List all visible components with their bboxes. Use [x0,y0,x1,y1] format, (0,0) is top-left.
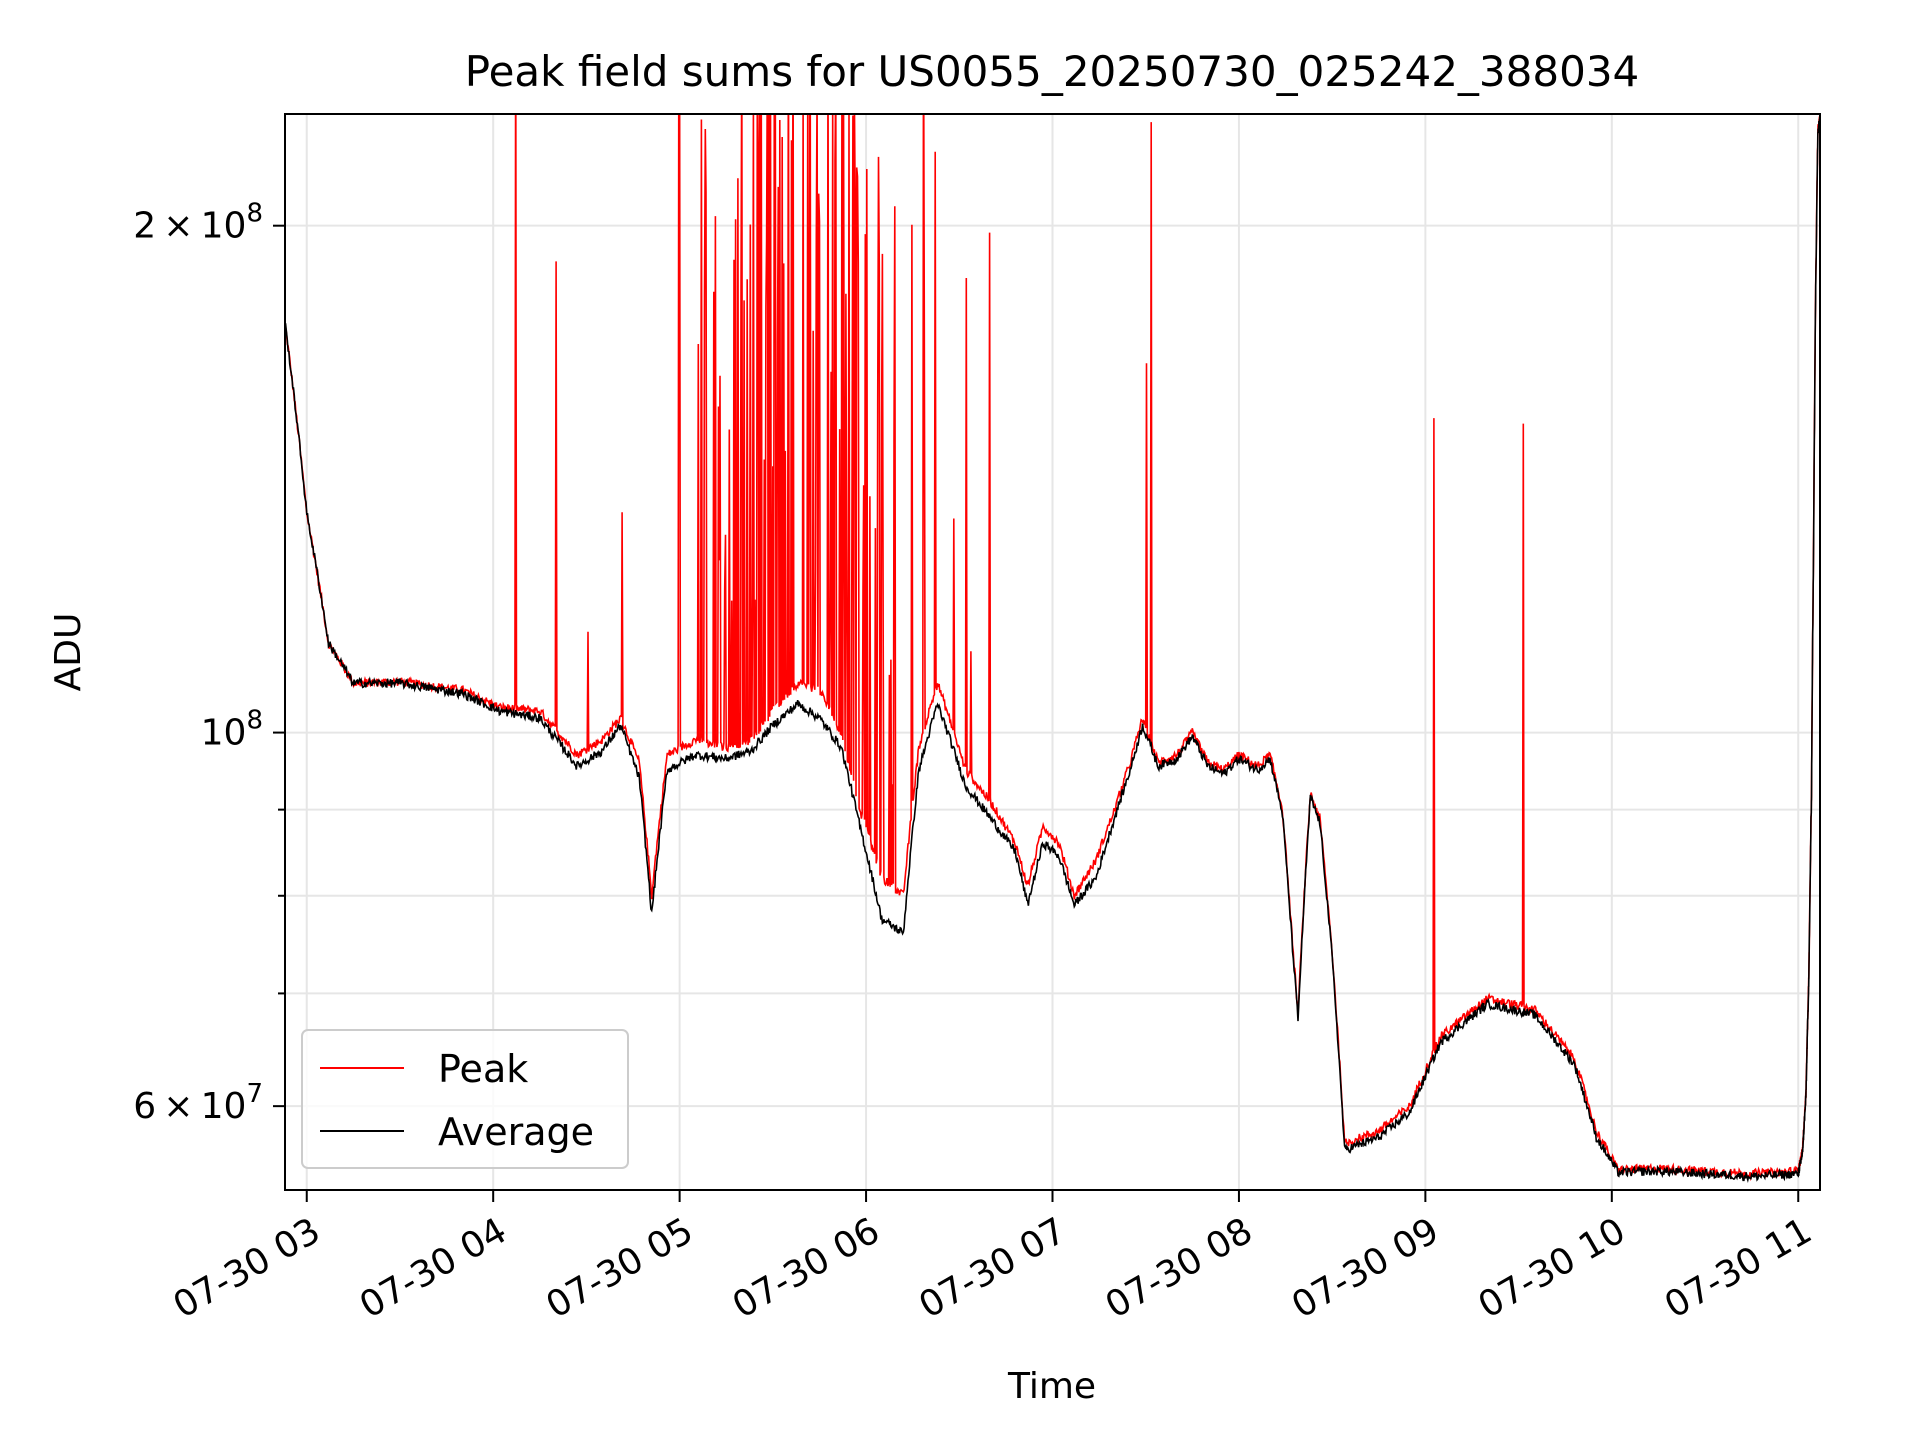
y-axis-title: ADU [48,613,89,692]
x-axis-title: Time [1007,1366,1096,1407]
legend-label-peak: Peak [438,1047,528,1091]
y-axis: 6 × 107 108 2 × 108 [133,199,285,1127]
y-tick-label: 2 × 108 [133,199,263,247]
legend-label-average: Average [438,1110,594,1154]
series-line-average [285,114,1820,1184]
legend-box [301,1029,629,1169]
series-layer [285,114,1820,1184]
chart-title: Peak field sums for US0055_20250730_0252… [465,47,1640,96]
y-tick-label: 6 × 107 [133,1079,263,1127]
y-tick-label: 108 [201,706,263,754]
legend: Peak Average [301,1029,629,1169]
